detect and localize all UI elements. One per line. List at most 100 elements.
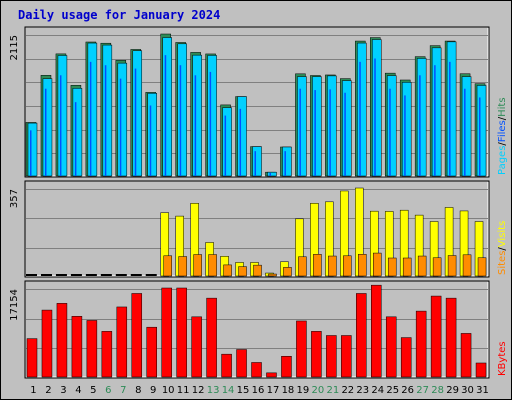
x-tick-label: 22 (341, 385, 354, 396)
visits-bar (40, 274, 52, 276)
kbytes-bar (460, 333, 472, 378)
panel-max-label: 17154 (9, 289, 20, 321)
pages-bar (312, 76, 322, 177)
x-tick-label: 30 (461, 385, 474, 396)
x-tick-label: 13 (207, 385, 220, 396)
kbytes-bar (445, 297, 457, 378)
kbytes-bar (221, 353, 232, 378)
kbytes-bar (176, 287, 187, 378)
x-tick-label: 19 (297, 385, 310, 396)
pages-bar (87, 42, 98, 177)
files-bar (344, 92, 346, 176)
pages-bar (297, 76, 307, 177)
pages-bar (416, 58, 427, 177)
files-bar (419, 75, 421, 176)
files-bar (464, 88, 466, 176)
visits-bar (70, 274, 82, 276)
kbytes-bar (326, 335, 337, 378)
x-tick-label: 20 (312, 385, 325, 396)
legend-entry: KBytes (497, 341, 508, 376)
x-tick-label: 9 (150, 385, 156, 396)
kbytes-bar (56, 303, 68, 378)
x-tick-label: 31 (476, 385, 489, 396)
x-tick-label: 1 (30, 385, 36, 396)
x-tick-label: 8 (135, 385, 141, 396)
kbytes-bar (191, 316, 202, 378)
pages-bar (282, 146, 292, 177)
pages-bar (102, 44, 113, 177)
sites-bar (417, 255, 427, 277)
files-bar (434, 65, 436, 176)
files-bar (224, 115, 227, 176)
files-bar (479, 97, 481, 176)
x-tick-label: 23 (356, 385, 369, 396)
legend-entry: / (497, 247, 508, 251)
kbytes-bar (400, 337, 412, 378)
pages-bar (327, 75, 337, 177)
sites-bar (432, 257, 442, 277)
kbytes-bar (146, 326, 157, 378)
pages-bar (357, 42, 367, 177)
files-bar (164, 55, 167, 176)
visits-bar (85, 274, 97, 276)
pages-bar (252, 146, 262, 177)
panel-kbytes: 17154 KBytes (9, 280, 508, 379)
files-bar (359, 61, 361, 176)
sites-bar (223, 264, 232, 277)
kbytes-bar (385, 316, 397, 378)
legend-entry: Files (497, 120, 508, 142)
sites-bar (447, 255, 457, 277)
pages-bar (222, 107, 232, 177)
pages-bar (431, 47, 442, 177)
kbytes-bar (161, 287, 172, 378)
files-bar (374, 58, 376, 177)
kbytes-bar (206, 297, 217, 378)
x-tick-label: 11 (177, 385, 190, 396)
chart-title: Daily usage for January 2024 (18, 8, 220, 22)
legend-entry: Pages (497, 146, 508, 175)
panel-legend: Pages/Files/Hits (497, 97, 508, 175)
panel-max-label: 2115 (9, 35, 20, 60)
sites-bar (238, 266, 247, 277)
pages-bar (461, 76, 472, 177)
panel-visits-sites: 357 Sites/Visits (9, 180, 508, 278)
files-bar (149, 105, 152, 176)
files-bar (284, 151, 286, 176)
kbytes-bar (251, 362, 262, 378)
x-tick-label: 26 (401, 385, 414, 396)
x-tick-label: 7 (120, 385, 126, 396)
files-bar (254, 151, 257, 176)
pages-bar (192, 54, 202, 177)
kbytes-bar (311, 331, 322, 378)
sites-bar (343, 255, 352, 277)
sites-bar (178, 256, 187, 277)
kbytes-bar (101, 331, 113, 378)
kbytes-bar (296, 320, 307, 378)
pages-bar (342, 80, 352, 177)
kbytes-bar (475, 362, 487, 378)
pages-bar (132, 50, 143, 177)
visits-bar (115, 274, 127, 276)
kbytes-bar (86, 320, 98, 378)
files-bar (209, 71, 212, 176)
files-bar (269, 172, 271, 176)
panel-max-label: 357 (9, 189, 20, 208)
x-tick-label: 12 (192, 385, 205, 396)
files-bar (449, 61, 451, 176)
files-bar (74, 102, 77, 176)
pages-bar (147, 93, 157, 177)
kbytes-bar (281, 355, 292, 378)
x-tick-label: 18 (282, 385, 295, 396)
sites-bar (268, 273, 277, 277)
files-bar (89, 61, 92, 176)
sites-bar (373, 252, 382, 277)
x-tick-label: 29 (446, 385, 459, 396)
kbytes-bar (430, 295, 442, 378)
kbytes-bar (371, 284, 382, 378)
files-bar (44, 88, 47, 176)
files-bar (314, 90, 316, 176)
files-bar (194, 75, 197, 176)
files-bar (119, 78, 122, 176)
sites-bar (387, 257, 397, 277)
files-bar (104, 65, 107, 176)
